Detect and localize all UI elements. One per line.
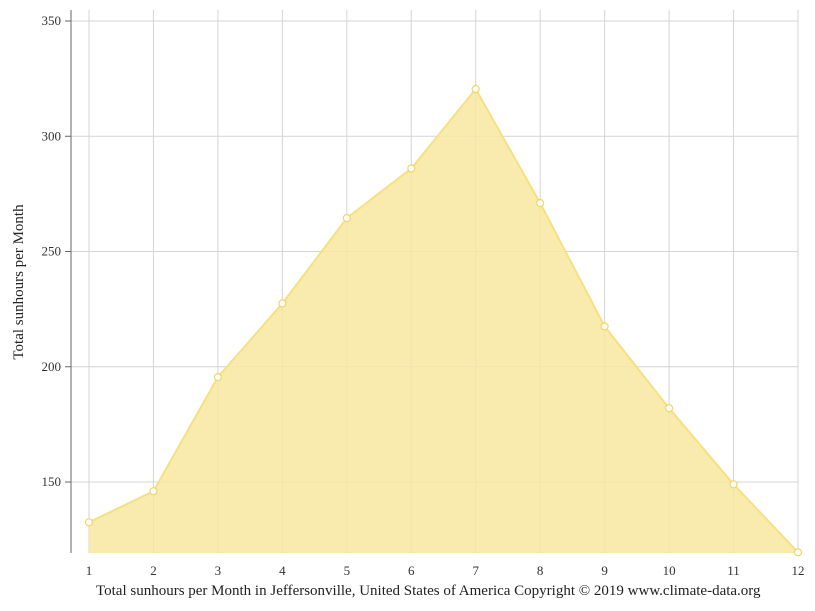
data-point-11[interactable] — [729, 480, 738, 489]
x-tick-label: 2 — [150, 563, 157, 578]
plot-area — [84, 84, 803, 557]
y-tick-label: 350 — [42, 13, 62, 28]
data-point-7[interactable] — [471, 84, 480, 94]
data-point-8[interactable] — [536, 199, 545, 208]
data-point-2[interactable] — [149, 487, 158, 496]
x-tick-label: 3 — [215, 563, 222, 578]
x-tick-label: 9 — [601, 563, 608, 578]
x-tick-label: 11 — [727, 563, 740, 578]
x-tick-label: 1 — [86, 563, 93, 578]
data-point-9[interactable] — [600, 322, 609, 331]
data-point-10[interactable] — [664, 404, 674, 413]
axes — [65, 10, 72, 553]
y-tick-label: 250 — [42, 244, 62, 259]
data-point-12[interactable] — [793, 548, 803, 557]
y-tick-label: 150 — [42, 474, 62, 489]
x-tick-label: 12 — [792, 563, 805, 578]
data-point-1[interactable] — [84, 518, 94, 527]
chart-caption: Total sunhours per Month in Jeffersonvil… — [96, 583, 761, 599]
data-point-4[interactable] — [278, 299, 287, 308]
y-axis-title: Total sunhours per Month — [11, 204, 27, 360]
x-tick-label: 8 — [537, 563, 544, 578]
y-tick-label: 300 — [42, 128, 62, 143]
x-tick-label: 4 — [279, 563, 286, 578]
data-point-5[interactable] — [342, 214, 351, 223]
data-point-3[interactable] — [213, 373, 222, 382]
data-point-6[interactable] — [407, 164, 416, 173]
x-tick-label: 7 — [472, 563, 479, 578]
sunhours-line — [88, 87, 799, 553]
x-tick-label: 6 — [408, 563, 415, 578]
x-tick-label: 10 — [663, 563, 676, 578]
x-tick-label: 5 — [344, 563, 351, 578]
sunhours-area — [89, 89, 798, 553]
y-tick-label: 200 — [42, 359, 62, 374]
